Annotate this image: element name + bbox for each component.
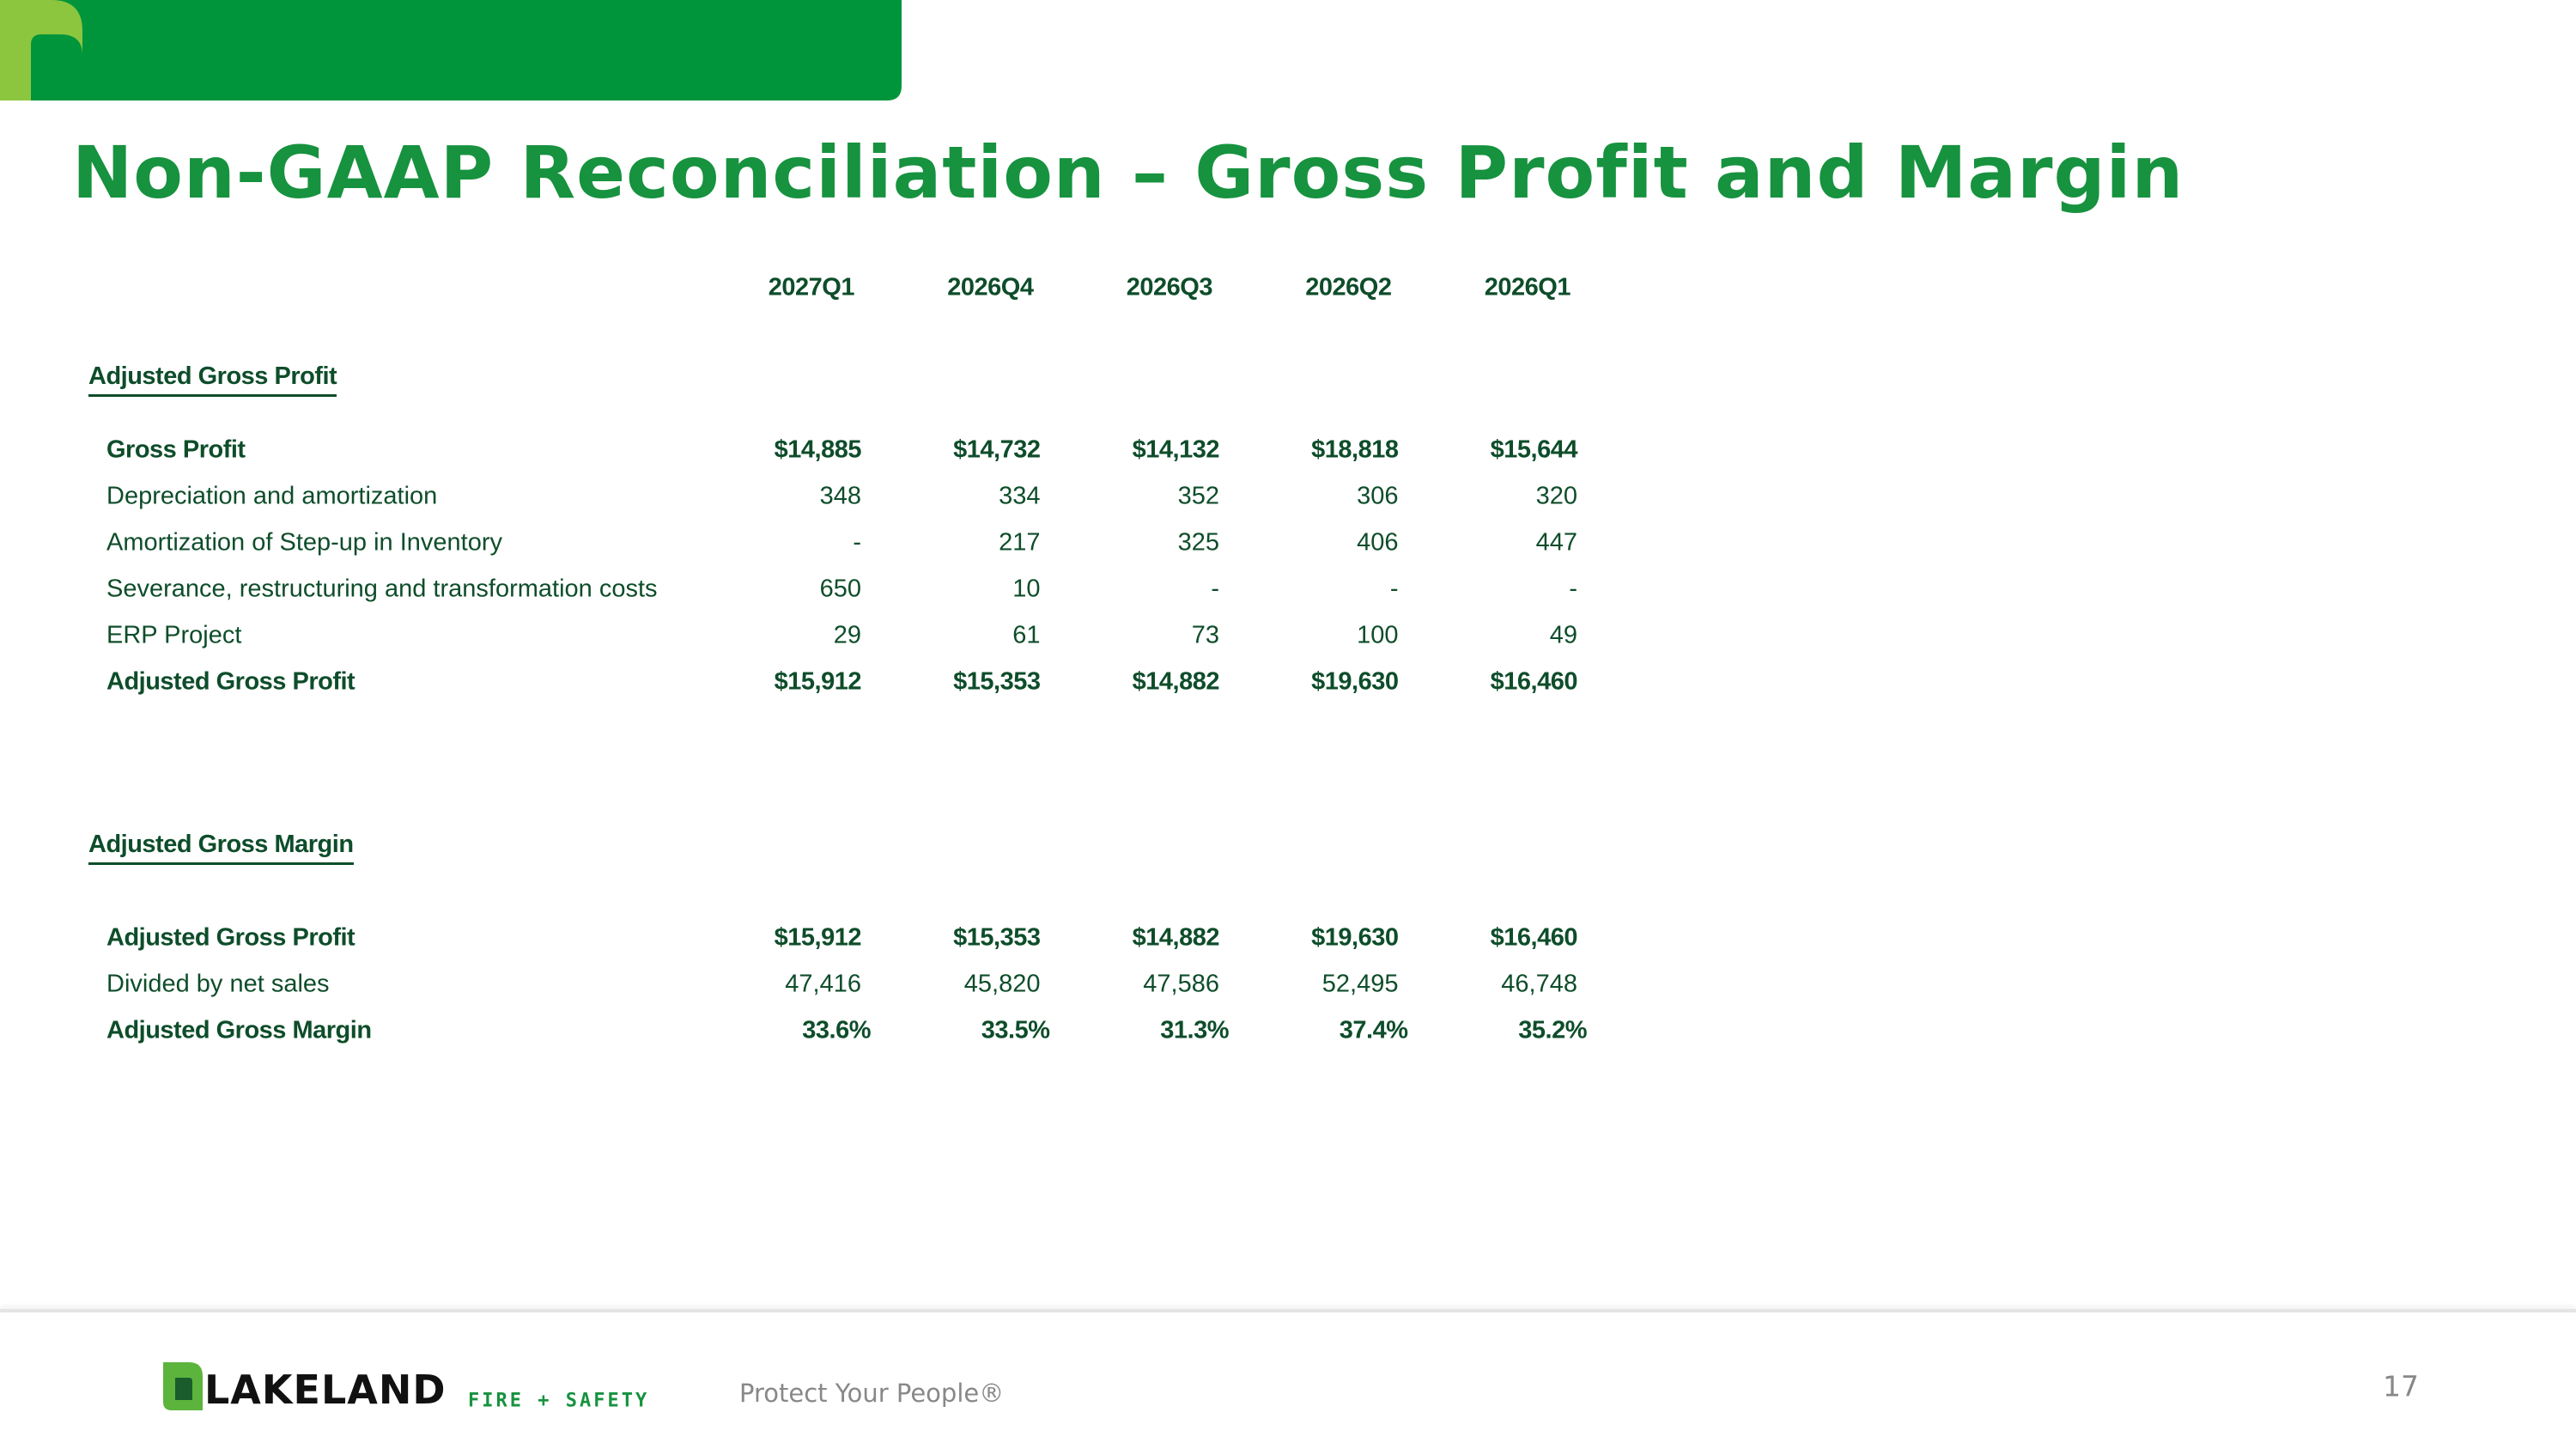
- cell-value: $14,132: [1132, 435, 1220, 464]
- cell-value: 46,748: [1501, 970, 1577, 998]
- row-label: ERP Project: [106, 621, 242, 649]
- column-header: 2026Q4: [947, 273, 1034, 301]
- row-label: Adjusted Gross Margin: [106, 1016, 372, 1044]
- cell-value: -: [1569, 575, 1577, 603]
- cell-value: 325: [1177, 528, 1219, 557]
- cell-value: 406: [1357, 528, 1399, 557]
- cell-value: $15,644: [1490, 435, 1578, 464]
- cell-value: 10: [1012, 575, 1041, 603]
- row-label: Adjusted Gross Profit: [106, 923, 355, 952]
- cell-value: 61: [1012, 621, 1041, 649]
- cell-value: 47,586: [1143, 970, 1219, 998]
- footer-slogan: Protect Your People®: [739, 1379, 1005, 1408]
- cell-value: 33.6%: [802, 1016, 871, 1044]
- cell-value: 100: [1357, 621, 1399, 649]
- cell-value: 334: [999, 482, 1041, 510]
- cell-value: -: [1389, 575, 1399, 603]
- cell-value: 52,495: [1321, 970, 1399, 998]
- row-label: Adjusted Gross Profit: [106, 667, 355, 696]
- row-label: Depreciation and amortization: [106, 482, 438, 510]
- cell-value: 352: [1177, 482, 1219, 510]
- cell-value: $15,353: [953, 923, 1041, 952]
- cell-value: $18,818: [1311, 435, 1399, 464]
- cell-value: $16,460: [1490, 667, 1578, 696]
- page-number: 17: [2383, 1369, 2419, 1403]
- cell-value: -: [853, 528, 861, 557]
- cell-value: 49: [1549, 621, 1577, 649]
- cell-value: 37.4%: [1339, 1016, 1408, 1044]
- cell-value: $14,885: [774, 435, 862, 464]
- cell-value: 33.5%: [981, 1016, 1050, 1044]
- top-banner: [0, 0, 902, 100]
- slide-title: Non-GAAP Reconciliation – Gross Profit a…: [72, 131, 2184, 215]
- footer-brand: LAKELAND: [204, 1367, 447, 1413]
- row-label: Gross Profit: [106, 435, 246, 464]
- column-header: 2026Q3: [1126, 273, 1213, 301]
- cell-value: $19,630: [1311, 923, 1399, 952]
- cell-value: $16,460: [1490, 923, 1578, 952]
- column-header: 2026Q1: [1484, 273, 1571, 301]
- cell-value: 45,820: [963, 970, 1041, 998]
- cell-value: 306: [1357, 482, 1399, 510]
- cell-value: 348: [819, 482, 861, 510]
- footer-divider: [0, 1309, 2576, 1312]
- cell-value: $14,732: [953, 435, 1041, 464]
- cell-value: $19,630: [1311, 667, 1399, 696]
- cell-value: 447: [1535, 528, 1577, 557]
- cell-value: 650: [819, 575, 861, 603]
- cell-value: 31.3%: [1160, 1016, 1229, 1044]
- row-label: Divided by net sales: [106, 970, 330, 998]
- row-label: Amortization of Step-up in Inventory: [106, 528, 503, 557]
- cell-value: 29: [833, 621, 861, 649]
- cell-value: $15,353: [953, 667, 1041, 696]
- cell-value: $14,882: [1132, 923, 1220, 952]
- cell-value: 320: [1535, 482, 1577, 510]
- footer-logo-mark: [163, 1362, 203, 1410]
- section-title: Adjusted Gross Profit: [88, 362, 337, 397]
- cell-value: 73: [1191, 621, 1219, 649]
- footer-tagline: FIRE + SAFETY: [468, 1390, 650, 1412]
- column-header: 2026Q2: [1305, 273, 1392, 301]
- cell-value: $14,882: [1132, 667, 1220, 696]
- cell-value: $15,912: [774, 923, 862, 952]
- row-label: Severance, restructuring and transformat…: [106, 575, 658, 603]
- cell-value: 35.2%: [1518, 1016, 1587, 1044]
- section-title: Adjusted Gross Margin: [88, 831, 354, 865]
- cell-value: -: [1211, 575, 1219, 603]
- column-header: 2027Q1: [768, 273, 855, 301]
- cell-value: 217: [999, 528, 1041, 557]
- cell-value: 47,416: [785, 970, 861, 998]
- cell-value: $15,912: [774, 667, 862, 696]
